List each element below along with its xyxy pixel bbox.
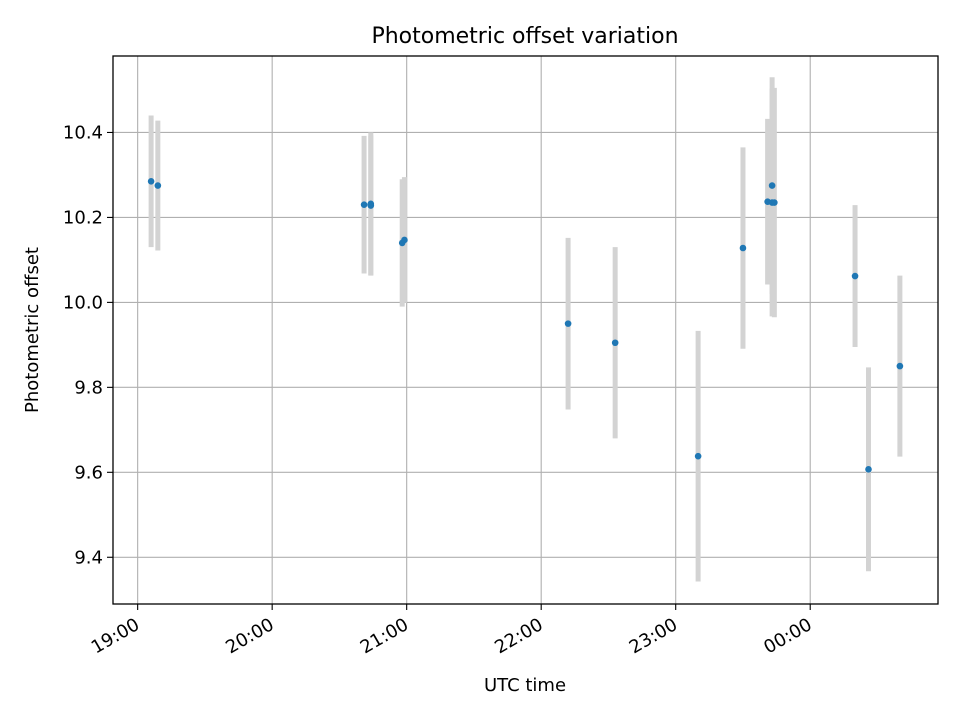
y-tick-label: 10.4 <box>63 122 103 143</box>
data-point <box>401 236 408 244</box>
data-point <box>739 244 747 252</box>
x-axis-label: UTC time <box>484 675 566 696</box>
data-point <box>771 199 778 206</box>
y-tick-label: 9.4 <box>74 547 103 568</box>
data-point <box>367 202 375 209</box>
data-points <box>147 178 904 473</box>
data-point <box>564 320 572 327</box>
chart-title: Photometric offset variation <box>371 24 678 49</box>
data-point <box>611 339 619 347</box>
y-tick-label: 10.2 <box>63 207 103 228</box>
y-tick-label: 9.8 <box>74 377 103 398</box>
data-point <box>896 362 904 370</box>
data-point <box>154 182 162 189</box>
data-point <box>865 466 872 473</box>
plot-area-frame <box>112 55 939 605</box>
grid-lines <box>113 56 938 604</box>
y-tick-label: 9.6 <box>74 462 103 483</box>
data-point <box>768 182 776 189</box>
data-point <box>147 178 155 185</box>
data-point <box>694 452 702 460</box>
y-axis-label: Photometric offset <box>22 247 43 413</box>
data-point <box>851 272 859 280</box>
data-point <box>360 201 368 208</box>
y-tick-label: 10.0 <box>63 292 103 313</box>
